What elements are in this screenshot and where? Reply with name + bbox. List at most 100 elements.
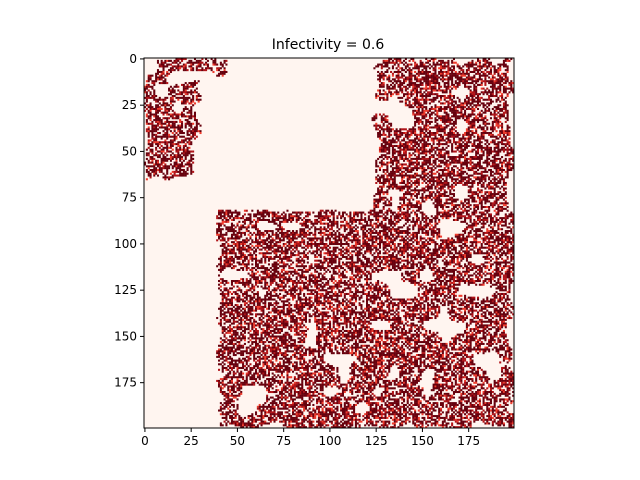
grid-cell [410,93,413,96]
grid-cell [419,63,422,66]
grid-cell [410,70,413,73]
grid-cell [397,154,400,157]
grid-cell [438,117,441,120]
grid-cell [399,196,402,199]
grid-cell [169,85,172,88]
grid-cell [414,109,417,112]
grid-cell [169,150,172,153]
grid-cell [430,194,433,197]
grid-cell [399,144,402,147]
grid-cell [447,82,450,85]
grid-cell [491,120,494,123]
grid-cell [484,176,487,179]
grid-cell [501,170,504,173]
grid-cell [430,146,433,149]
grid-cell [495,119,498,122]
grid-cell [316,222,319,225]
grid-cell [460,172,463,175]
grid-cell [491,113,494,116]
grid-cell [408,185,411,188]
grid-cell [440,107,443,110]
grid-cell [428,117,431,120]
grid-cell [482,93,485,96]
grid-cell [495,213,498,216]
grid-cell [445,78,448,81]
grid-cell [188,85,191,88]
grid-cell [412,58,415,61]
grid-cell [321,209,324,212]
grid-cell [493,215,496,218]
grid-cell [388,181,391,184]
grid-cell [423,174,426,177]
grid-cell [510,220,513,223]
grid-cell [360,222,363,225]
grid-cell [164,163,167,166]
grid-cell [452,157,455,160]
grid-cell [323,215,326,218]
grid-cell [380,185,383,188]
grid-cell [425,95,428,98]
grid-cell [477,120,480,123]
grid-cell [390,172,393,175]
grid-cell [510,211,513,214]
grid-cell [384,200,387,203]
grid-cell [458,72,461,75]
grid-cell [456,72,459,75]
grid-cell [160,124,163,127]
grid-cell [488,193,491,196]
grid-cell [478,211,481,214]
grid-cell [489,204,492,207]
grid-cell [186,61,189,64]
grid-cell [506,217,509,220]
grid-cell [436,200,439,203]
grid-cell [482,117,485,120]
grid-cell [456,76,459,79]
grid-cell [297,218,300,221]
grid-cell [229,217,232,220]
grid-cell [192,95,195,98]
grid-cell [162,102,165,105]
grid-cell [173,61,176,64]
grid-cell [430,193,433,196]
grid-cell [427,143,430,146]
grid-cell [489,218,492,221]
grid-cell [428,59,431,62]
grid-cell [475,96,478,99]
grid-cell [477,152,480,155]
grid-cell [428,95,431,98]
grid-cell [482,65,485,68]
grid-cell [501,165,504,168]
grid-cell [193,113,196,116]
grid-cell [177,117,180,120]
grid-cell [493,200,496,203]
grid-cell [423,91,426,94]
grid-cell [151,135,154,138]
grid-cell [489,72,492,75]
grid-cell [489,217,492,220]
grid-cell [412,204,415,207]
grid-cell [408,200,411,203]
grid-cell [434,93,437,96]
grid-cell [410,82,413,85]
grid-cell [491,76,494,79]
grid-cell [462,70,465,73]
grid-cell [219,70,222,73]
grid-cell [447,78,450,81]
grid-cell [406,141,409,144]
grid-cell [401,61,404,64]
grid-cell [195,119,198,122]
grid-cell [495,218,498,221]
grid-cell [465,154,468,157]
grid-cell [434,67,437,70]
grid-cell [382,117,385,120]
grid-cell [399,59,402,62]
grid-cell [484,115,487,118]
grid-cell [440,154,443,157]
grid-cell [223,69,226,72]
grid-cell [395,59,398,62]
grid-cell [482,206,485,209]
grid-cell [447,72,450,75]
grid-cell [419,141,422,144]
grid-cell [473,148,476,151]
grid-cell [193,137,196,140]
